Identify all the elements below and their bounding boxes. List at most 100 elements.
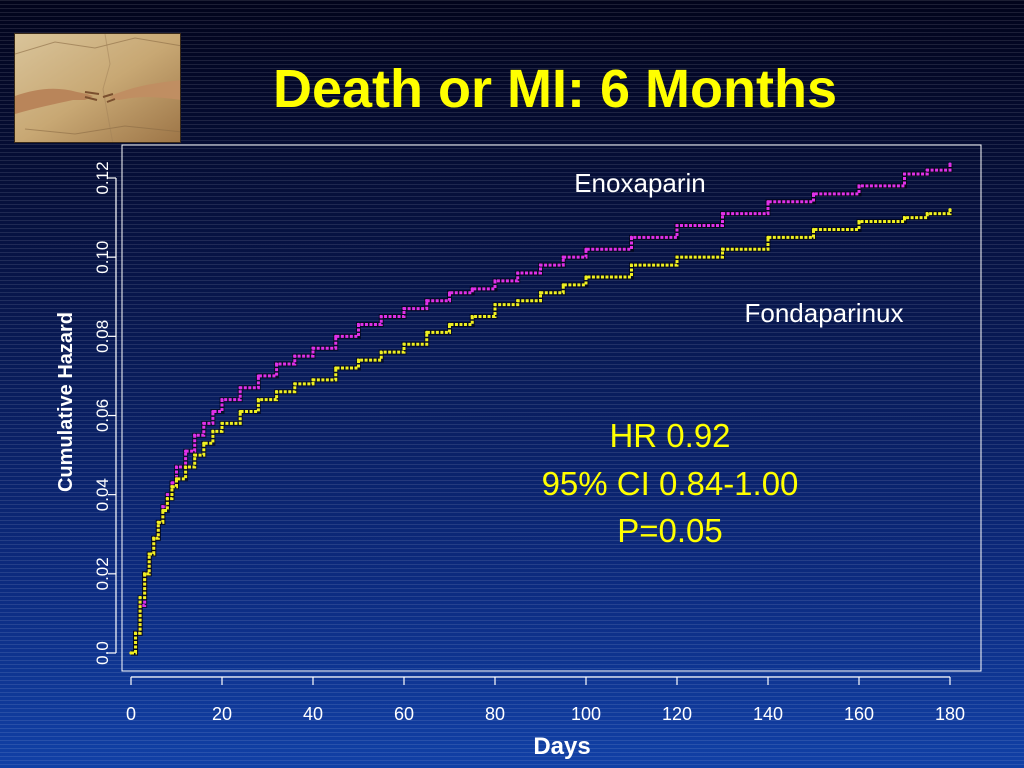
- data-point-enoxaparin: [766, 200, 770, 204]
- series-label-fondaparinux: Fondaparinux: [745, 298, 904, 328]
- data-point-fondaparinux: [334, 366, 338, 370]
- data-point-enoxaparin: [238, 386, 242, 390]
- data-point-enoxaparin: [334, 334, 338, 338]
- data-point-enoxaparin: [174, 465, 179, 469]
- creation-of-adam-hands-image: [14, 33, 181, 143]
- hazard-ratio-text: HR 0.92: [609, 417, 731, 454]
- data-point-enoxaparin: [470, 287, 474, 291]
- y-tick-label: 0.10: [93, 241, 112, 274]
- data-point-enoxaparin: [293, 354, 297, 358]
- data-point-fondaparinux: [193, 453, 197, 457]
- data-point-fondaparinux: [948, 208, 952, 212]
- plot-frame: [121, 144, 982, 672]
- data-point-enoxaparin: [165, 493, 169, 497]
- y-tick-label: 0.06: [93, 399, 112, 432]
- data-point-enoxaparin: [447, 291, 452, 295]
- data-point-enoxaparin: [379, 314, 383, 319]
- data-point-fondaparinux: [174, 477, 179, 481]
- x-tick-label: 80: [485, 704, 505, 724]
- data-point-enoxaparin: [220, 398, 224, 402]
- data-point-fondaparinux: [147, 552, 151, 556]
- data-point-fondaparinux: [161, 508, 165, 513]
- data-point-enoxaparin: [857, 184, 861, 188]
- data-point-fondaparinux: [925, 212, 929, 216]
- data-point-fondaparinux: [425, 330, 429, 334]
- data-point-fondaparinux: [857, 219, 861, 224]
- x-tick-label: 20: [212, 704, 232, 724]
- data-point-fondaparinux: [516, 299, 520, 303]
- data-point-enoxaparin: [925, 168, 929, 172]
- data-point-fondaparinux: [184, 465, 188, 469]
- data-point-fondaparinux: [356, 358, 361, 362]
- page-title: Death or MI: 6 Months: [273, 59, 837, 119]
- x-axis-label: Days: [533, 733, 590, 760]
- data-point-fondaparinux: [402, 342, 406, 346]
- x-tick-label: 60: [394, 704, 414, 724]
- series-line-enoxaparin: [131, 164, 952, 655]
- data-point-fondaparinux: [311, 378, 315, 382]
- data-point-fondaparinux: [675, 255, 679, 259]
- data-point-enoxaparin: [170, 481, 174, 485]
- data-point-enoxaparin: [720, 212, 725, 216]
- x-tick-label: 0: [126, 704, 136, 724]
- data-point-fondaparinux: [152, 536, 156, 540]
- data-point-fondaparinux: [538, 291, 543, 295]
- data-point-enoxaparin: [629, 235, 634, 239]
- data-point-enoxaparin: [425, 299, 429, 303]
- x-tick-label: 160: [844, 704, 874, 724]
- y-tick-label: 0.02: [93, 557, 112, 590]
- data-point-fondaparinux: [720, 247, 725, 251]
- data-point-fondaparinux: [129, 651, 133, 655]
- data-point-enoxaparin: [811, 192, 816, 196]
- data-point-enoxaparin: [902, 172, 907, 176]
- data-point-fondaparinux: [133, 631, 138, 635]
- data-point-enoxaparin: [161, 504, 165, 509]
- data-point-enoxaparin: [584, 247, 588, 251]
- data-point-fondaparinux: [584, 275, 588, 279]
- x-tick-label: 180: [935, 704, 965, 724]
- data-point-fondaparinux: [138, 595, 142, 600]
- x-tick-label: 120: [662, 704, 692, 724]
- data-point-fondaparinux: [561, 283, 565, 287]
- p-value-text: P=0.05: [617, 512, 723, 549]
- data-point-fondaparinux: [493, 303, 497, 307]
- data-point-enoxaparin: [211, 409, 215, 414]
- data-point-enoxaparin: [538, 263, 543, 267]
- data-point-enoxaparin: [516, 271, 520, 275]
- data-point-fondaparinux: [902, 215, 907, 220]
- data-point-fondaparinux: [629, 263, 634, 267]
- data-point-fondaparinux: [275, 390, 279, 394]
- data-point-fondaparinux: [379, 350, 383, 354]
- series-shadow-enoxaparin: [131, 164, 953, 656]
- data-point-enoxaparin: [184, 449, 188, 453]
- data-point-fondaparinux: [293, 382, 297, 386]
- y-tick-label: 0.12: [93, 161, 112, 194]
- data-point-fondaparinux: [811, 227, 816, 232]
- confidence-interval-text: 95% CI 0.84-1.00: [541, 465, 799, 502]
- data-point-enoxaparin: [256, 374, 260, 378]
- y-tick-label: 0.0: [93, 641, 112, 665]
- series-label-enoxaparin: Enoxaparin: [574, 168, 706, 198]
- data-point-fondaparinux: [170, 485, 174, 489]
- data-point-fondaparinux: [220, 421, 224, 426]
- data-point-fondaparinux: [202, 441, 206, 445]
- data-point-fondaparinux: [766, 235, 770, 239]
- data-point-enoxaparin: [193, 433, 197, 437]
- data-point-fondaparinux: [256, 398, 260, 402]
- y-tick-label: 0.04: [93, 478, 112, 511]
- series-line-fondaparinux: [131, 209, 952, 655]
- data-point-fondaparinux: [211, 429, 215, 433]
- data-point-enoxaparin: [561, 255, 565, 259]
- data-point-enoxaparin: [311, 346, 315, 350]
- data-point-fondaparinux: [156, 520, 160, 524]
- y-tick-label: 0.08: [93, 320, 112, 353]
- data-point-fondaparinux: [470, 314, 474, 319]
- data-point-enoxaparin: [675, 223, 679, 228]
- x-tick-label: 100: [571, 704, 601, 724]
- data-point-enoxaparin: [402, 307, 406, 311]
- data-point-fondaparinux: [165, 497, 169, 501]
- data-point-enoxaparin: [275, 362, 279, 366]
- data-point-enoxaparin: [948, 162, 952, 166]
- data-point-fondaparinux: [238, 409, 242, 414]
